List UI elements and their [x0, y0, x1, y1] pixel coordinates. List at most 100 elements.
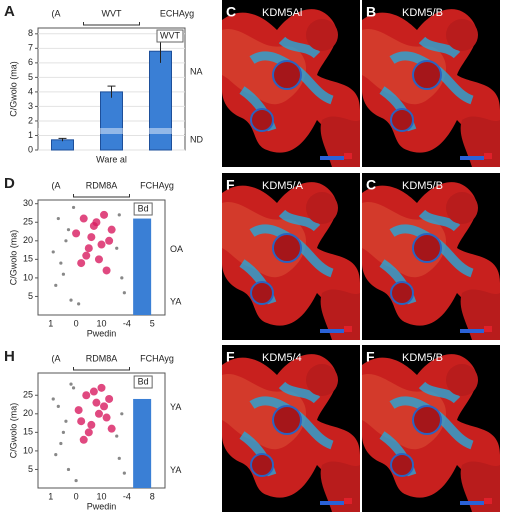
scatter-point [74, 478, 78, 483]
y-tick-label: 7 [28, 43, 33, 53]
image-label: KDM5/B [402, 180, 443, 192]
micrograph-image [222, 345, 360, 512]
scatter-point [71, 205, 76, 210]
micrograph-image [222, 173, 360, 340]
image-letter: F [226, 177, 235, 193]
bar [133, 218, 152, 315]
x-tick-label: 10 [96, 318, 106, 328]
y-tick-label: 3 [28, 101, 33, 111]
image-label: KDM5/4 [262, 352, 302, 364]
x-tick-label: 5 [150, 318, 155, 328]
column-header: RDM8A [86, 180, 118, 190]
bar [51, 139, 74, 151]
y-tick-label: 6 [28, 57, 33, 67]
scatter-point [84, 428, 93, 437]
scatter-point [107, 424, 116, 433]
bar [133, 398, 152, 488]
scatter-point [92, 218, 101, 227]
column-header: (A [52, 8, 61, 18]
right-label: OA [170, 244, 183, 254]
scatter-point [66, 467, 71, 472]
micrograph: B KDM5/B [362, 0, 500, 167]
image-letter: C [366, 177, 376, 193]
x-tick-label: 1 [48, 491, 53, 501]
scatter-point [82, 251, 91, 260]
y-tick-label: 5 [28, 291, 33, 301]
scatter-point [84, 244, 93, 253]
y-tick-label: 25 [23, 390, 33, 400]
y-tick-label: 2 [28, 115, 33, 125]
column-header: RDM8A [86, 353, 118, 363]
scatter-point [77, 302, 81, 306]
y-tick-label: 25 [23, 217, 33, 227]
scatter-point [51, 250, 55, 254]
right-label: YA [170, 465, 181, 475]
bar-label: Bd [138, 376, 149, 386]
micrograph: F KDM5/B [362, 345, 500, 512]
scatter-point [69, 298, 73, 302]
scatter-point [69, 382, 73, 386]
bar [100, 91, 123, 151]
scatter-point [56, 216, 60, 221]
y-tick-label: 10 [23, 445, 33, 455]
scatter-point [115, 246, 119, 250]
scatter-point [117, 456, 121, 460]
y-tick-label: 15 [23, 427, 33, 437]
x-tick-label: -4 [123, 318, 131, 328]
scatter-point [59, 441, 63, 446]
micrograph-image [362, 0, 500, 167]
scatter-point [77, 417, 86, 426]
x-tick-label: 0 [74, 491, 79, 501]
scatter-point [61, 430, 65, 434]
image-letter: F [366, 349, 375, 365]
scatter-point [54, 283, 58, 287]
scatter-point [54, 453, 58, 457]
scatter-point [105, 236, 114, 245]
scatter-point [87, 233, 96, 242]
right-label: YA [170, 297, 181, 307]
column-header: ECHAyg [160, 8, 194, 18]
y-axis-label: C/Gwolo (ma) [8, 403, 18, 459]
legend-box [156, 29, 184, 43]
scatter-point [64, 419, 68, 423]
micrograph: C KDM5Al [222, 0, 360, 167]
scatter-point [94, 255, 103, 264]
bracket [73, 367, 130, 371]
scatter-point [64, 239, 68, 243]
image-letter: C [226, 4, 236, 20]
micrograph: F KDM5/4 [222, 345, 360, 512]
column-header: (A [52, 180, 61, 190]
scatter-point [72, 229, 81, 238]
scatter-point [74, 406, 83, 415]
bar-label: Bd [138, 203, 149, 213]
column-header: FCHAyg [140, 180, 174, 190]
scatter-point [107, 225, 116, 234]
x-axis-label: Ware al [96, 154, 127, 164]
scatter-point [102, 266, 111, 275]
scatter-point [61, 272, 65, 276]
column-header: WVT [102, 8, 122, 18]
scatter-point [122, 291, 126, 295]
y-tick-label: 20 [23, 235, 33, 245]
image-label: KDM5/A [262, 180, 304, 192]
x-tick-label: 8 [150, 491, 155, 501]
panel-letter: H [4, 348, 15, 365]
bracket [73, 194, 130, 198]
scatter-point [120, 276, 124, 280]
scatter-point [117, 213, 121, 217]
scatter-point [105, 394, 114, 403]
x-axis-label: Pwedin [87, 501, 117, 511]
scatter-point [66, 228, 71, 232]
legend-text: WVT [160, 30, 180, 40]
micrograph-image [362, 345, 500, 512]
y-tick-label: 30 [23, 198, 33, 208]
bar [149, 50, 172, 151]
panel-letter: D [4, 175, 15, 192]
scatter-point [120, 412, 124, 416]
y-tick-label: 20 [23, 408, 33, 418]
scatter-point [71, 386, 76, 390]
scatter-point [94, 409, 103, 418]
scatter-point [77, 259, 86, 268]
image-letter: F [226, 349, 235, 365]
scatter-point [89, 387, 98, 396]
